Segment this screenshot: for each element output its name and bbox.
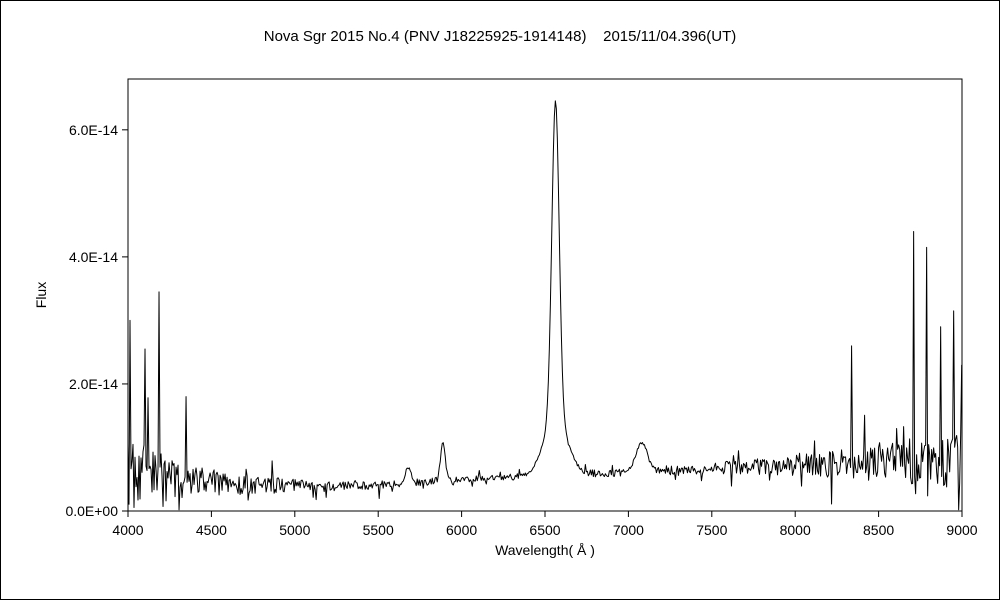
- x-tick-label: 7500: [696, 522, 727, 538]
- x-tick-label: 9000: [946, 522, 977, 538]
- x-tick-label: 7000: [613, 522, 644, 538]
- y-tick-label: 2.0E-14: [69, 376, 118, 392]
- y-tick-label: 0.0E+00: [65, 503, 118, 519]
- spectrum-line: [127, 100, 963, 511]
- x-tick-label: 4000: [112, 522, 143, 538]
- x-axis-label: Wavelength( Å ): [495, 542, 595, 558]
- x-tick-label: 5000: [279, 522, 310, 538]
- y-tick-label: 6.0E-14: [69, 122, 118, 138]
- plot-frame: [127, 78, 963, 512]
- chart-title: Nova Sgr 2015 No.4 (PNV J18225925-191414…: [263, 28, 737, 45]
- y-tick-label: 4.0E-14: [69, 249, 118, 265]
- x-tick-label: 6500: [529, 522, 560, 538]
- x-tick-label: 8500: [863, 522, 894, 538]
- x-tick-label: 4500: [196, 522, 227, 538]
- x-tick-label: 5500: [363, 522, 394, 538]
- x-tick-label: 6000: [446, 522, 477, 538]
- x-tick-label: 8000: [780, 522, 811, 538]
